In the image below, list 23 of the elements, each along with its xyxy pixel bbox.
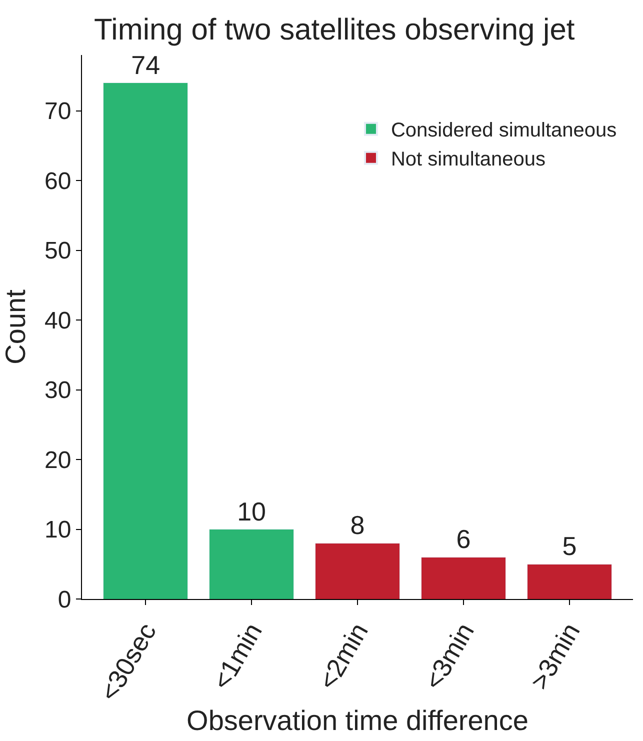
data-label: 5 <box>562 531 577 562</box>
data-label: 6 <box>456 524 471 554</box>
y-tick-label: 50 <box>44 238 72 265</box>
bar <box>526 564 612 599</box>
x-axis-title: Observation time difference <box>186 705 528 736</box>
y-tick-label: 70 <box>44 98 72 126</box>
data-label: 10 <box>237 496 266 526</box>
y-axis-title: Count <box>0 289 31 364</box>
bar <box>314 542 400 599</box>
bar <box>102 82 188 599</box>
y-tick-label: 60 <box>44 168 72 195</box>
bar <box>208 529 294 599</box>
y-tick-label: 0 <box>58 586 72 614</box>
data-label: 74 <box>131 50 160 80</box>
y-tick-label: 10 <box>44 516 72 544</box>
y-tick-label: 40 <box>44 307 72 334</box>
legend-label: Not simultaneous <box>390 148 546 171</box>
data-label: 8 <box>350 510 365 540</box>
y-tick-label: 20 <box>44 446 72 474</box>
y-tick-label: 30 <box>44 377 72 404</box>
chart-title: Timing of two satellites observing jet <box>94 14 576 47</box>
bar <box>420 556 506 599</box>
legend-label: Considered simultaneous <box>390 120 617 142</box>
